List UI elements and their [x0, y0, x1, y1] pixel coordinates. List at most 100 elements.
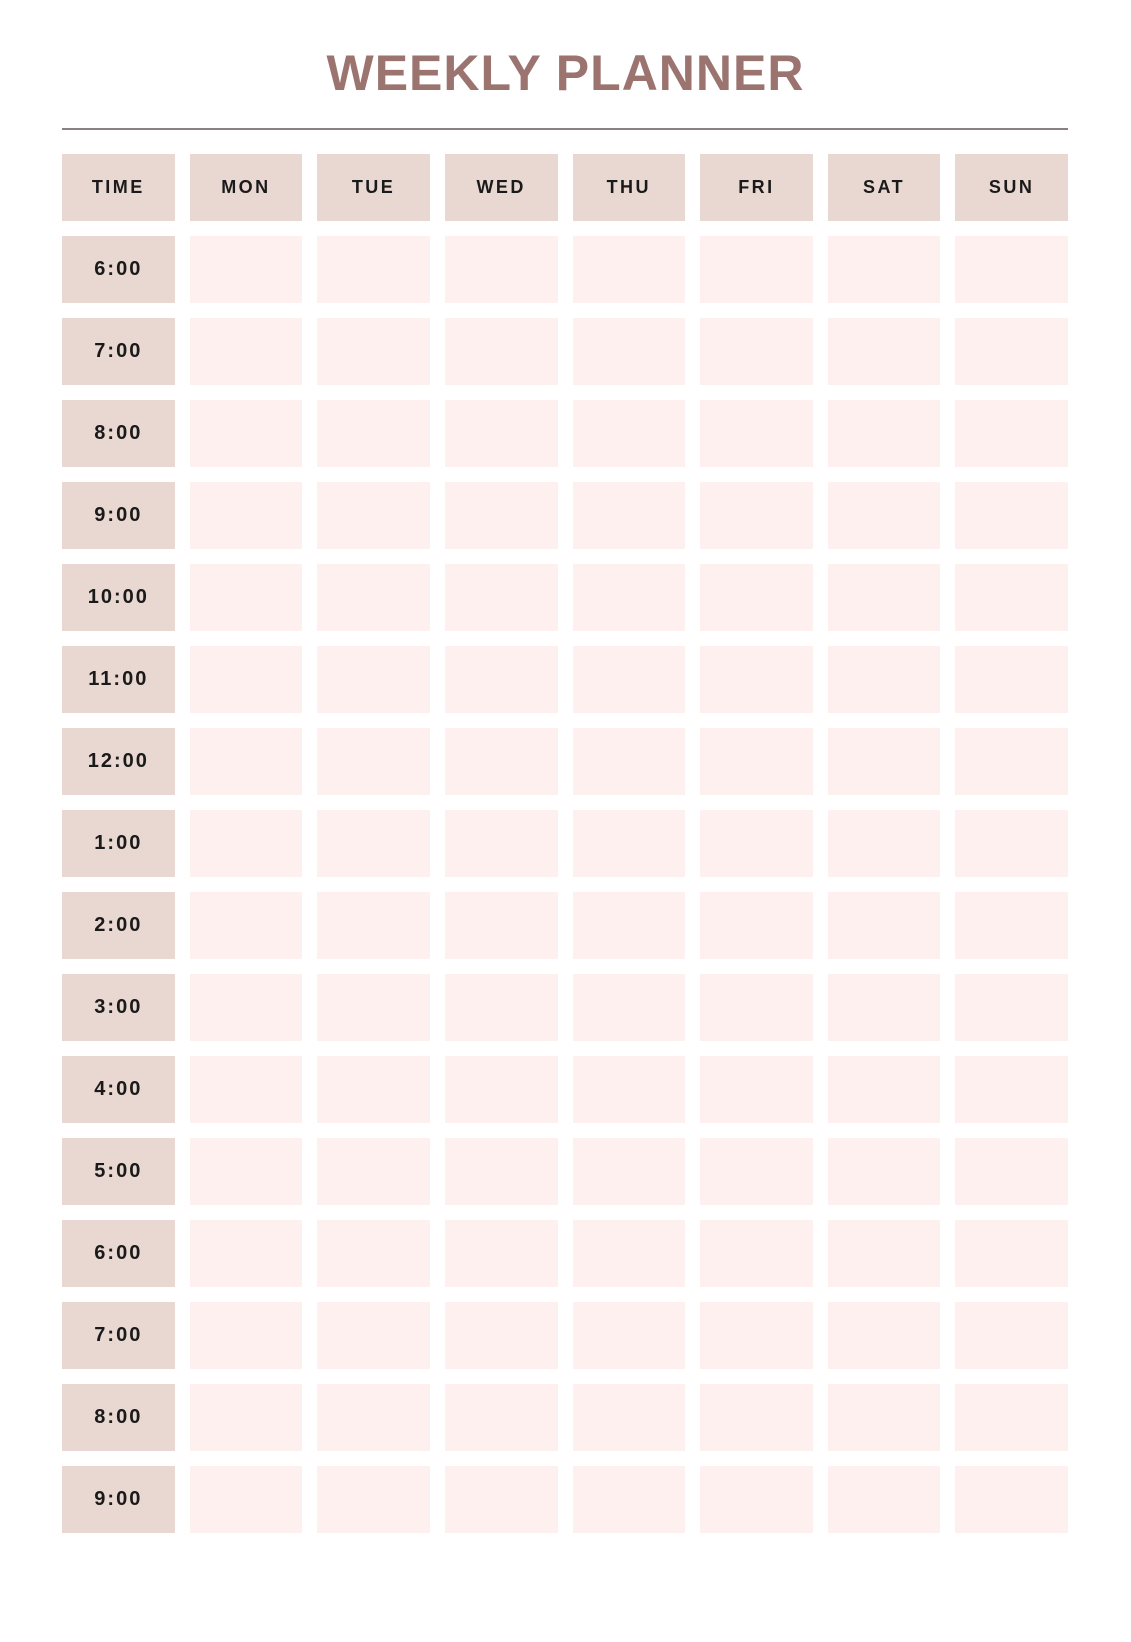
- planner-slot-fri-row-15[interactable]: [700, 1383, 813, 1451]
- planner-slot-wed-row-1[interactable]: [444, 235, 558, 303]
- planner-slot-tue-row-13[interactable]: [317, 1219, 430, 1287]
- planner-slot-tue-row-1[interactable]: [317, 235, 430, 303]
- planner-slot-sat-row-11[interactable]: [827, 1055, 941, 1123]
- planner-slot-mon-row-8[interactable]: [189, 809, 303, 877]
- planner-slot-thu-row-1[interactable]: [572, 235, 686, 303]
- planner-slot-sat-row-1[interactable]: [827, 235, 941, 303]
- planner-slot-mon-row-14[interactable]: [189, 1301, 303, 1369]
- planner-slot-tue-row-11[interactable]: [317, 1055, 430, 1123]
- planner-slot-sat-row-16[interactable]: [827, 1465, 941, 1533]
- planner-slot-mon-row-3[interactable]: [189, 399, 303, 467]
- planner-slot-thu-row-12[interactable]: [572, 1137, 686, 1205]
- planner-slot-fri-row-7[interactable]: [700, 727, 813, 795]
- planner-slot-fri-row-6[interactable]: [700, 645, 813, 713]
- planner-slot-wed-row-16[interactable]: [444, 1465, 558, 1533]
- planner-slot-tue-row-8[interactable]: [317, 809, 430, 877]
- planner-slot-sun-row-8[interactable]: [955, 809, 1068, 877]
- planner-slot-tue-row-12[interactable]: [317, 1137, 430, 1205]
- planner-slot-mon-row-16[interactable]: [189, 1465, 303, 1533]
- planner-slot-tue-row-7[interactable]: [317, 727, 430, 795]
- planner-slot-mon-row-1[interactable]: [189, 235, 303, 303]
- planner-slot-tue-row-6[interactable]: [317, 645, 430, 713]
- planner-slot-fri-row-5[interactable]: [700, 563, 813, 631]
- planner-slot-wed-row-15[interactable]: [444, 1383, 558, 1451]
- planner-slot-fri-row-16[interactable]: [700, 1465, 813, 1533]
- planner-slot-sun-row-7[interactable]: [955, 727, 1068, 795]
- planner-slot-sun-row-12[interactable]: [955, 1137, 1068, 1205]
- planner-slot-fri-row-3[interactable]: [700, 399, 813, 467]
- planner-slot-sat-row-5[interactable]: [827, 563, 941, 631]
- planner-slot-sat-row-8[interactable]: [827, 809, 941, 877]
- planner-slot-thu-row-9[interactable]: [572, 891, 686, 959]
- planner-slot-mon-row-11[interactable]: [189, 1055, 303, 1123]
- planner-slot-fri-row-8[interactable]: [700, 809, 813, 877]
- planner-slot-tue-row-3[interactable]: [317, 399, 430, 467]
- planner-slot-wed-row-7[interactable]: [444, 727, 558, 795]
- planner-slot-wed-row-13[interactable]: [444, 1219, 558, 1287]
- planner-slot-thu-row-8[interactable]: [572, 809, 686, 877]
- planner-slot-fri-row-10[interactable]: [700, 973, 813, 1041]
- planner-slot-wed-row-4[interactable]: [444, 481, 558, 549]
- planner-slot-sun-row-5[interactable]: [955, 563, 1068, 631]
- planner-slot-sun-row-9[interactable]: [955, 891, 1068, 959]
- planner-slot-fri-row-9[interactable]: [700, 891, 813, 959]
- planner-slot-mon-row-9[interactable]: [189, 891, 303, 959]
- planner-slot-thu-row-7[interactable]: [572, 727, 686, 795]
- planner-slot-sat-row-12[interactable]: [827, 1137, 941, 1205]
- planner-slot-sun-row-1[interactable]: [955, 235, 1068, 303]
- planner-slot-sun-row-10[interactable]: [955, 973, 1068, 1041]
- planner-slot-thu-row-5[interactable]: [572, 563, 686, 631]
- planner-slot-sat-row-6[interactable]: [827, 645, 941, 713]
- planner-slot-mon-row-12[interactable]: [189, 1137, 303, 1205]
- planner-slot-sun-row-16[interactable]: [955, 1465, 1068, 1533]
- planner-slot-thu-row-3[interactable]: [572, 399, 686, 467]
- planner-slot-thu-row-16[interactable]: [572, 1465, 686, 1533]
- planner-slot-mon-row-7[interactable]: [189, 727, 303, 795]
- planner-slot-fri-row-1[interactable]: [700, 235, 813, 303]
- planner-slot-thu-row-4[interactable]: [572, 481, 686, 549]
- planner-slot-thu-row-15[interactable]: [572, 1383, 686, 1451]
- planner-slot-tue-row-2[interactable]: [317, 317, 430, 385]
- planner-slot-mon-row-5[interactable]: [189, 563, 303, 631]
- planner-slot-mon-row-10[interactable]: [189, 973, 303, 1041]
- planner-slot-fri-row-12[interactable]: [700, 1137, 813, 1205]
- planner-slot-sat-row-3[interactable]: [827, 399, 941, 467]
- planner-slot-wed-row-8[interactable]: [444, 809, 558, 877]
- planner-slot-fri-row-4[interactable]: [700, 481, 813, 549]
- planner-slot-sat-row-10[interactable]: [827, 973, 941, 1041]
- planner-slot-sat-row-15[interactable]: [827, 1383, 941, 1451]
- planner-slot-sun-row-11[interactable]: [955, 1055, 1068, 1123]
- planner-slot-tue-row-5[interactable]: [317, 563, 430, 631]
- planner-slot-wed-row-6[interactable]: [444, 645, 558, 713]
- planner-slot-fri-row-13[interactable]: [700, 1219, 813, 1287]
- planner-slot-tue-row-16[interactable]: [317, 1465, 430, 1533]
- planner-slot-wed-row-5[interactable]: [444, 563, 558, 631]
- planner-slot-wed-row-11[interactable]: [444, 1055, 558, 1123]
- planner-slot-fri-row-11[interactable]: [700, 1055, 813, 1123]
- planner-slot-sun-row-15[interactable]: [955, 1383, 1068, 1451]
- planner-slot-sat-row-9[interactable]: [827, 891, 941, 959]
- planner-slot-wed-row-14[interactable]: [444, 1301, 558, 1369]
- planner-slot-sat-row-13[interactable]: [827, 1219, 941, 1287]
- planner-slot-mon-row-13[interactable]: [189, 1219, 303, 1287]
- planner-slot-thu-row-6[interactable]: [572, 645, 686, 713]
- planner-slot-fri-row-14[interactable]: [700, 1301, 813, 1369]
- planner-slot-tue-row-9[interactable]: [317, 891, 430, 959]
- planner-slot-sat-row-14[interactable]: [827, 1301, 941, 1369]
- planner-slot-sun-row-4[interactable]: [955, 481, 1068, 549]
- planner-slot-mon-row-15[interactable]: [189, 1383, 303, 1451]
- planner-slot-wed-row-12[interactable]: [444, 1137, 558, 1205]
- planner-slot-wed-row-3[interactable]: [444, 399, 558, 467]
- planner-slot-mon-row-2[interactable]: [189, 317, 303, 385]
- planner-slot-sat-row-7[interactable]: [827, 727, 941, 795]
- planner-slot-mon-row-6[interactable]: [189, 645, 303, 713]
- planner-slot-thu-row-13[interactable]: [572, 1219, 686, 1287]
- planner-slot-tue-row-14[interactable]: [317, 1301, 430, 1369]
- planner-slot-sun-row-6[interactable]: [955, 645, 1068, 713]
- planner-slot-fri-row-2[interactable]: [700, 317, 813, 385]
- planner-slot-wed-row-9[interactable]: [444, 891, 558, 959]
- planner-slot-thu-row-11[interactable]: [572, 1055, 686, 1123]
- planner-slot-mon-row-4[interactable]: [189, 481, 303, 549]
- planner-slot-sun-row-2[interactable]: [955, 317, 1068, 385]
- planner-slot-thu-row-2[interactable]: [572, 317, 686, 385]
